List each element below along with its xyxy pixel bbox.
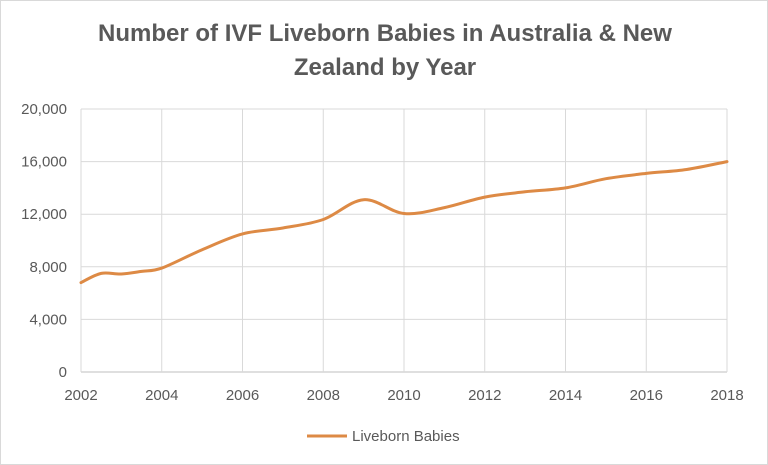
- y-tick-label: 12,000: [21, 206, 67, 223]
- series-line-liveborn-babies: [79, 160, 729, 285]
- x-tick-label: 2016: [630, 387, 663, 404]
- x-tick-label: 2014: [549, 387, 582, 404]
- x-tick-label: 2006: [226, 387, 259, 404]
- x-tick-label: 2010: [387, 387, 420, 404]
- chart-title-line-1: Number of IVF Liveborn Babies in Austral…: [98, 20, 672, 47]
- y-tick-label: 4,000: [29, 311, 67, 328]
- chart-title: Number of IVF Liveborn Babies in Austral…: [1, 17, 768, 85]
- x-tick-label: 2012: [468, 387, 501, 404]
- y-tick-label: 8,000: [29, 259, 67, 276]
- y-tick-label: 0: [59, 364, 67, 381]
- y-tick-label: 16,000: [21, 154, 67, 171]
- chart-title-line-2: Zealand by Year: [293, 54, 477, 81]
- legend-label: Liveborn Babies: [352, 428, 460, 445]
- x-tick-label: 2002: [64, 387, 97, 404]
- y-tick-label: 20,000: [21, 101, 67, 118]
- x-tick-label: 2004: [145, 387, 178, 404]
- x-tick-label: 2008: [307, 387, 340, 404]
- x-tick-label: 2018: [710, 387, 743, 404]
